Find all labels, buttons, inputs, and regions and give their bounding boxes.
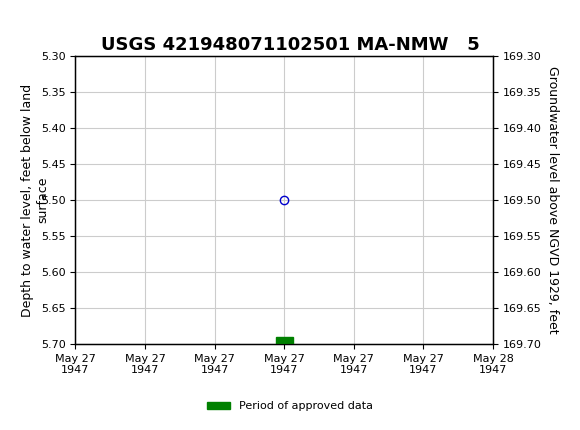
Text: ≡USGS: ≡USGS bbox=[6, 10, 82, 29]
Legend: Period of approved data: Period of approved data bbox=[203, 397, 377, 416]
Y-axis label: Depth to water level, feet below land
surface: Depth to water level, feet below land su… bbox=[21, 83, 49, 316]
Y-axis label: Groundwater level above NGVD 1929, feet: Groundwater level above NGVD 1929, feet bbox=[546, 66, 559, 334]
Text: USGS 421948071102501 MA-NMW   5: USGS 421948071102501 MA-NMW 5 bbox=[100, 36, 480, 54]
Bar bbox=[276, 337, 292, 344]
